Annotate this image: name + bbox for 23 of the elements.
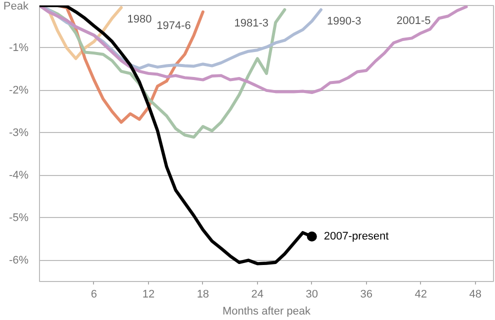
- y-tick-label: -4%: [8, 169, 29, 182]
- y-tick-label: -3%: [8, 126, 29, 139]
- line-series: [40, 6, 468, 94]
- x-tick-label: 48: [469, 288, 482, 300]
- series-label: 2007-present: [324, 230, 389, 242]
- x-axis-title: Months after peak: [222, 306, 312, 318]
- y-tick-label: Peak: [3, 0, 29, 12]
- x-tick-label: 12: [142, 288, 155, 300]
- x-tick-label: 42: [414, 288, 427, 300]
- y-tick-label: -2%: [8, 84, 29, 96]
- series-label: 1990-3: [326, 16, 362, 28]
- y-tick-label: -1%: [8, 42, 29, 54]
- x-tick-label: 6: [90, 288, 98, 300]
- x-tick-label: 36: [360, 288, 373, 300]
- x-tick-label: 24: [251, 288, 264, 300]
- series-label: 1974-6: [156, 20, 191, 32]
- x-tick-label: 30: [306, 288, 318, 300]
- x-tick-label: 18: [196, 288, 210, 300]
- y-tick-label: -6%: [8, 254, 29, 266]
- y-tick-label: -5%: [8, 212, 29, 224]
- series-label: 2001-5: [396, 14, 431, 27]
- series-label: 1980: [127, 14, 152, 26]
- series-label: 1981-3: [234, 18, 269, 30]
